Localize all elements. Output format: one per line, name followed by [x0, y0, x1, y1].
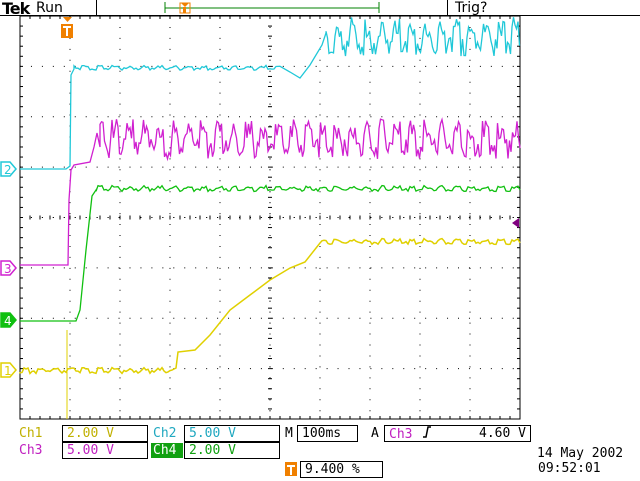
- trigger-position: 9.400 %: [300, 461, 383, 478]
- trigger-readout: Ch3 4.60 V: [384, 425, 531, 442]
- trigger-mode: A: [371, 426, 379, 441]
- ch4-trace: [20, 184, 521, 322]
- trigger-position-marker: [61, 17, 73, 38]
- timebase-value: 100ms: [297, 425, 358, 442]
- record-length-bar: [164, 2, 380, 14]
- trigger-status: Trig?: [455, 0, 488, 16]
- ch1-scale: 2.00 V: [62, 425, 148, 442]
- rising-edge-icon: [420, 426, 434, 442]
- timebase-prefix: M: [285, 426, 293, 441]
- svg-text:1: 1: [4, 364, 12, 378]
- svg-text:4: 4: [4, 314, 12, 328]
- ch4-ground-marker: 4: [0, 312, 17, 328]
- trigger-position-arrow-icon: [63, 17, 72, 22]
- timestamp: 14 May 2002 09:52:01: [537, 446, 623, 476]
- brand-logo: Tek: [2, 0, 30, 18]
- ch4-label: Ch4: [151, 443, 183, 458]
- trigger-source: Ch3: [389, 427, 413, 442]
- ch3-ground-marker: 3: [0, 260, 17, 276]
- ch3-label: Ch3: [19, 443, 43, 458]
- trigger-position-icon: [285, 462, 297, 476]
- channel-markers: 2 3 4 1: [0, 161, 17, 378]
- ch3-trace: [20, 117, 521, 266]
- timestamp-date: 14 May 2002: [537, 446, 624, 461]
- svg-text:2: 2: [4, 163, 12, 177]
- status-divider: [447, 0, 448, 15]
- svg-text:3: 3: [4, 262, 12, 276]
- timestamp-time: 09:52:01: [538, 461, 601, 476]
- ch1-label: Ch1: [19, 426, 43, 441]
- trigger-level: 4.60 V: [479, 426, 526, 441]
- trigger-level-arrow-icon: [512, 218, 519, 228]
- ch3-scale: 5.00 V: [62, 442, 148, 459]
- ch2-ground-marker: 2: [0, 161, 17, 177]
- ch2-scale: 5.00 V: [184, 425, 280, 442]
- ch2-trace: [20, 17, 521, 170]
- ch1-ground-marker: 1: [0, 362, 17, 378]
- acquisition-state: Run: [36, 0, 63, 16]
- ch1-trace: [19, 237, 521, 375]
- ch2-label: Ch2: [153, 426, 177, 441]
- graticule: [19, 15, 521, 420]
- ch4-scale: 2.00 V: [184, 442, 280, 459]
- waveform-traces: [19, 17, 521, 419]
- status-divider: [96, 0, 97, 15]
